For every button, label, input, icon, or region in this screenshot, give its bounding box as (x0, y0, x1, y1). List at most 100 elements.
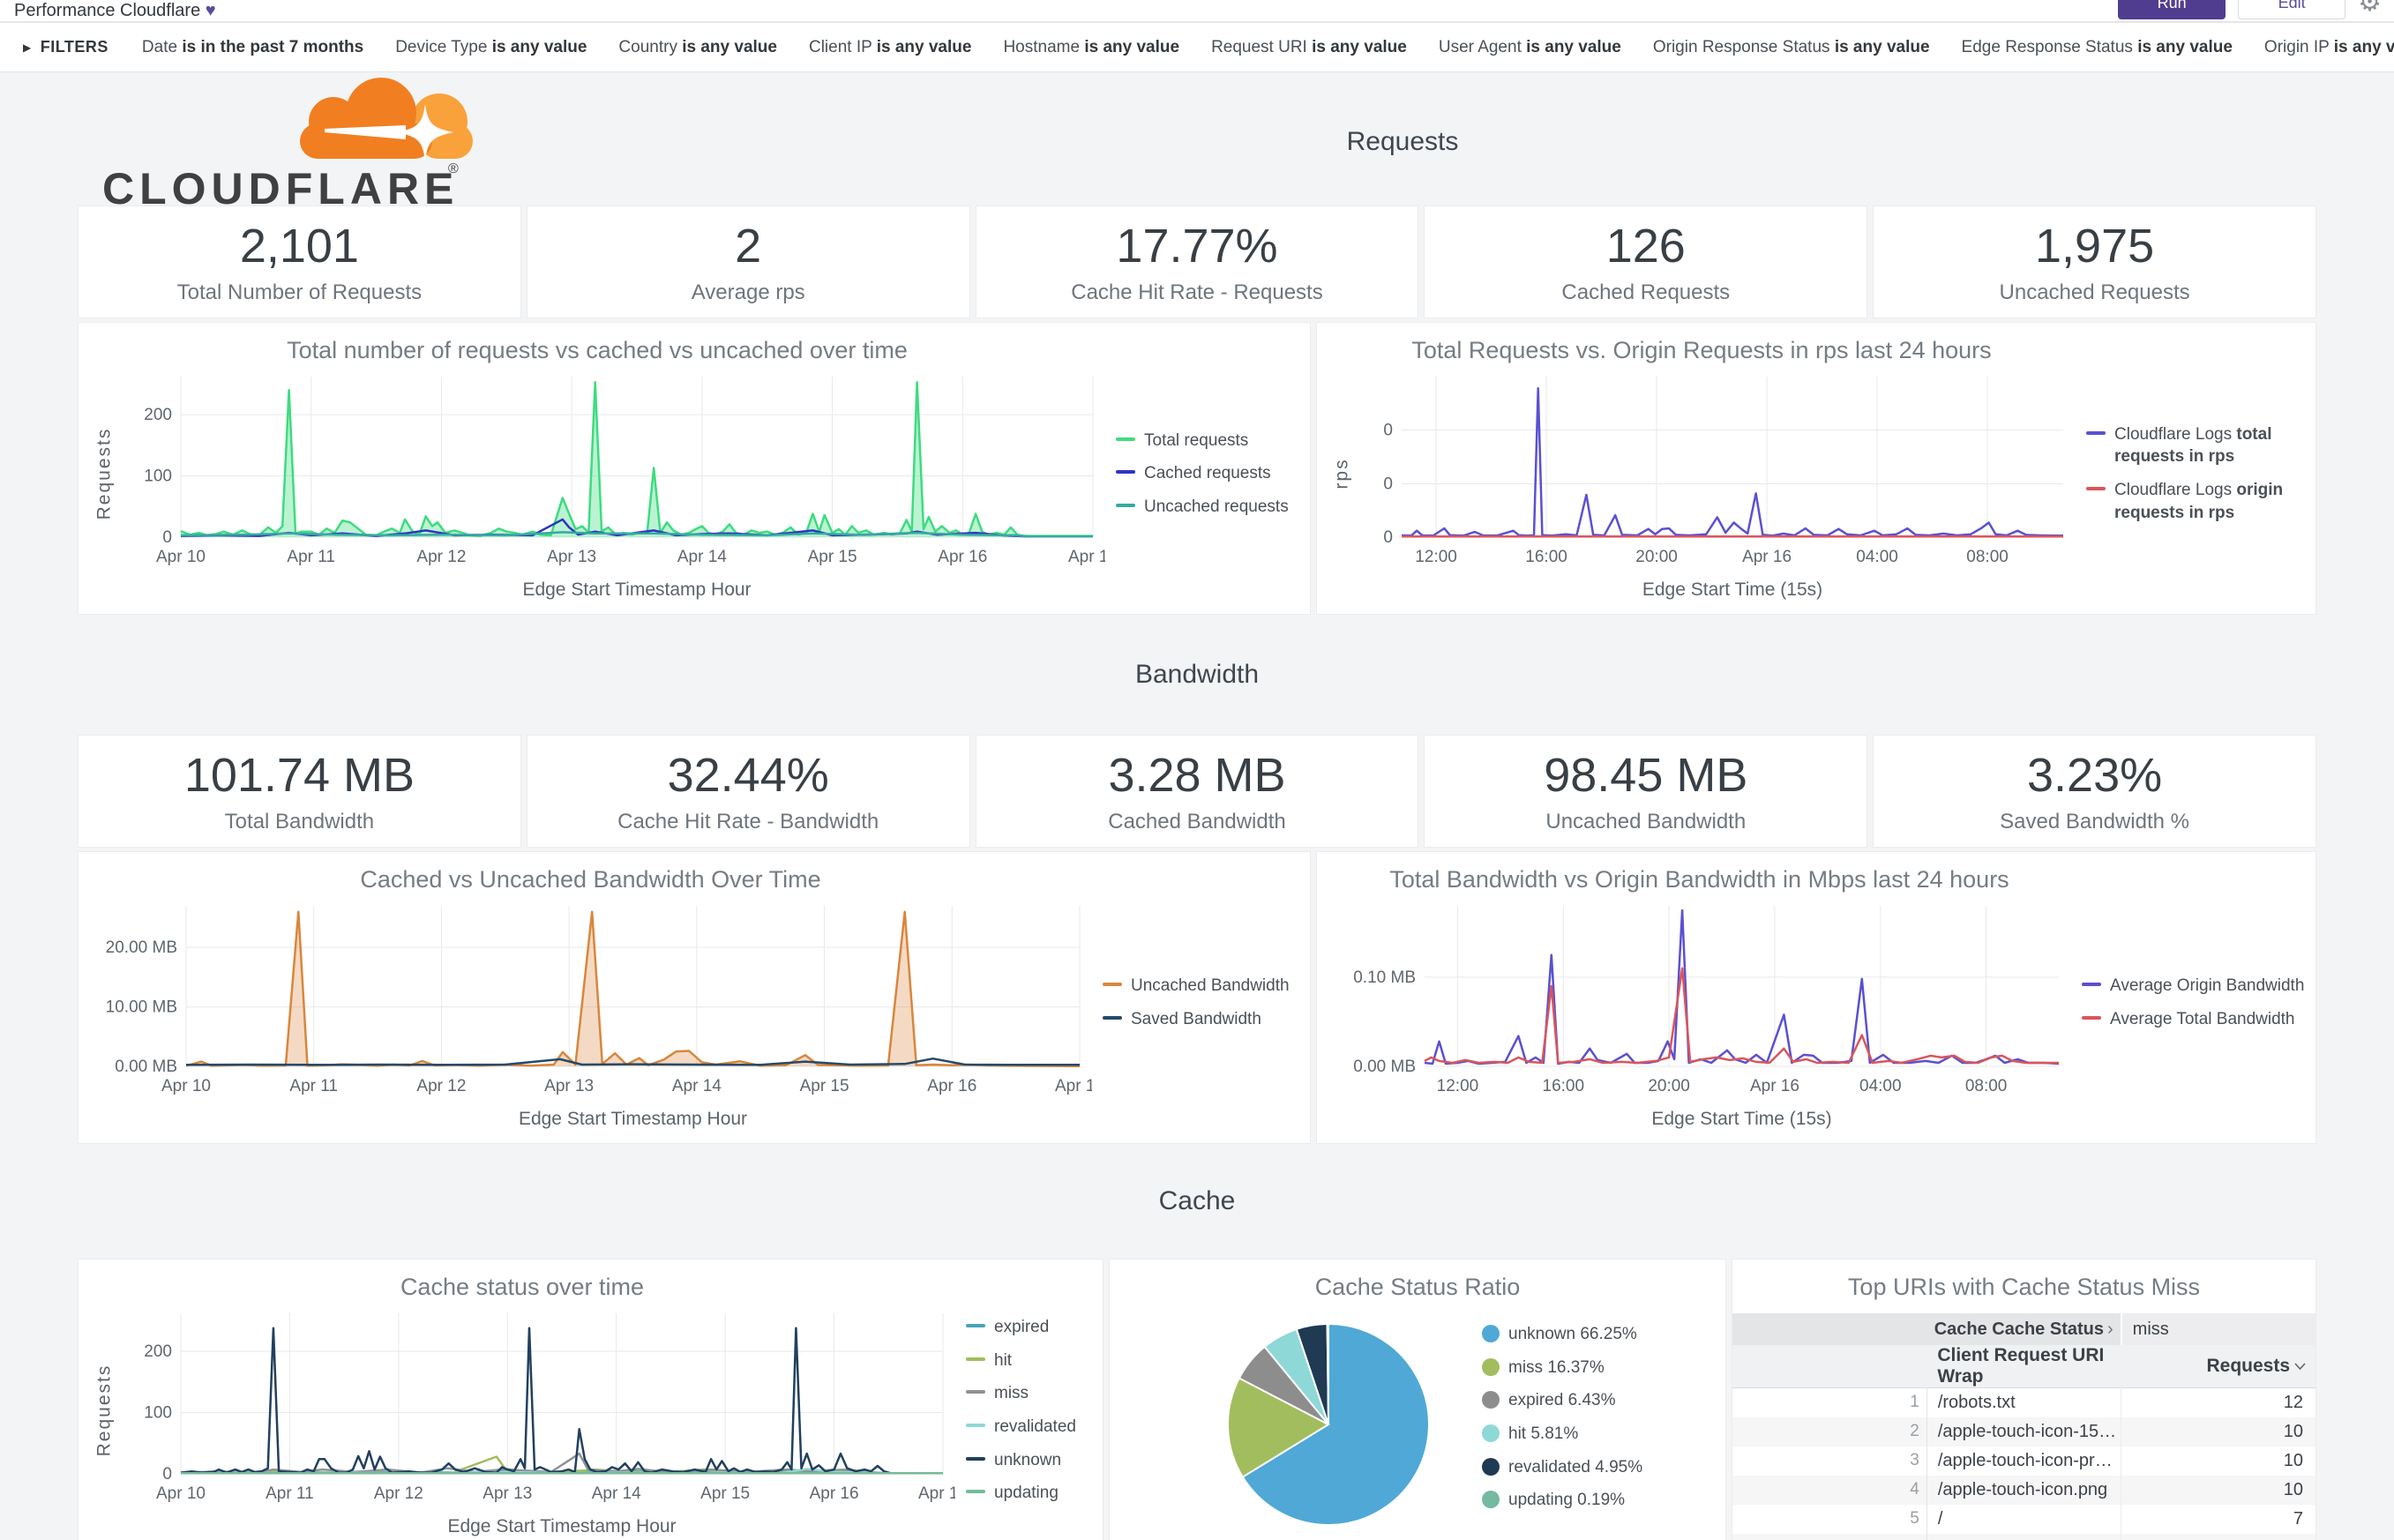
legend-dash-icon (2082, 1016, 2101, 1020)
svg-text:0.10 MB: 0.10 MB (1353, 968, 1416, 987)
legend-item-uncached-bandwidth[interactable]: Uncached Bandwidth (1103, 975, 1299, 998)
legend-item-saved-bandwidth[interactable]: Saved Bandwidth (1103, 1008, 1299, 1031)
legend-label: hit (994, 1350, 1013, 1370)
legend-item-average-origin-bandwidth[interactable]: Average Origin Bandwidth (2082, 975, 2305, 998)
legend-label: Average Total Bandwidth (2110, 1010, 2295, 1028)
svg-text:08:00: 08:00 (1966, 548, 2009, 566)
legend-label: Saved Bandwidth (1131, 1010, 1261, 1028)
legend-dash-icon (1103, 983, 1122, 987)
table-requests-column-header[interactable]: Requests (2121, 1345, 2315, 1388)
row-uri[interactable]: /apple-touch-icon-precomposed.png (1937, 1450, 2121, 1470)
chart-bandwidth-24h: Total Bandwidth vs Origin Bandwidth in M… (1316, 851, 2316, 1144)
legend-label: Uncached Bandwidth (1131, 976, 1290, 996)
row-uri[interactable]: / (1937, 1508, 1943, 1529)
legend-item-expired[interactable]: expired 6.43% (1482, 1389, 1671, 1412)
y-axis-label-text: Requests (94, 427, 114, 520)
filter-field-name: Country (618, 37, 683, 56)
filter-hostname[interactable]: Hostname is any value (1003, 38, 1179, 57)
kpi-label: Cached Requests (1561, 280, 1731, 304)
kpi-value: 3.28 MB (1108, 749, 1286, 802)
legend-item-revalidated[interactable]: revalidated (966, 1416, 1092, 1439)
filter-date[interactable]: Date is in the past 7 months (142, 38, 363, 57)
legend-item-miss[interactable]: miss (966, 1382, 1092, 1405)
y-axis-label: Requests (89, 428, 119, 520)
row-index: 2 (1732, 1417, 1927, 1447)
legend-item-hit[interactable]: hit 5.81% (1482, 1423, 1671, 1446)
kpi-label: Total Bandwidth (224, 810, 375, 834)
kpi-value: 101.74 MB (183, 749, 415, 802)
svg-text:12:00: 12:00 (1437, 1077, 1479, 1095)
disclosure-triangle-icon: ▶ (23, 41, 32, 54)
svg-text:08:00: 08:00 (1965, 1077, 2008, 1095)
svg-text:Apr 16: Apr 16 (1750, 1077, 1799, 1095)
legend-item-hit[interactable]: hit (966, 1349, 1092, 1372)
row-uri[interactable]: /apple-touch-icon-152x152.png (1937, 1421, 2121, 1441)
legend-item-expired[interactable]: expired (966, 1316, 1092, 1339)
filter-country[interactable]: Country is any value (618, 38, 777, 57)
legend-item-total-requests[interactable]: Total requests (1116, 430, 1299, 452)
legend-label: miss (994, 1384, 1029, 1403)
filter-device-type[interactable]: Device Type is any value (395, 38, 587, 57)
legend-item-cached-requests[interactable]: Cached requests (1116, 462, 1299, 485)
legend-label: updating 0.19% (1508, 1491, 1626, 1510)
legend-item-uncached-requests[interactable]: Uncached requests (1116, 496, 1299, 519)
row-uri[interactable]: /robots.txt (1937, 1392, 2016, 1412)
legend-label: expired (994, 1318, 1050, 1337)
run-button[interactable]: Run (2118, 0, 2226, 19)
filter-edge-response-status[interactable]: Edge Response Status is any value (1962, 38, 2233, 57)
row-uri[interactable]: /index.php/contact/ (1926, 1534, 2121, 1540)
legend-label: unknown 66.25% (1508, 1325, 1637, 1344)
pie-slice-unknown[interactable] (1241, 1322, 1430, 1526)
filter-field-name: Edge Response Status (1961, 37, 2138, 56)
legend-item-unknown[interactable]: unknown 66.25% (1482, 1323, 1671, 1346)
pie-slice-miss[interactable] (1227, 1377, 1331, 1478)
sort-desc-icon (2294, 1363, 2306, 1371)
legend-item-unknown[interactable]: unknown (966, 1449, 1092, 1472)
svg-text:Apr 17: Apr 17 (1068, 548, 1105, 566)
svg-text:Apr 10: Apr 10 (161, 1077, 211, 1095)
kpi-label: Uncached Requests (1999, 280, 2190, 304)
legend-dash-icon (2086, 487, 2106, 490)
legend-item-miss[interactable]: miss 16.37% (1482, 1357, 1671, 1379)
chart-requests-rps-24h: Total Requests vs. Origin Requests in rp… (1316, 322, 2316, 615)
kpi-tile-cache-hit-rate-requests: 17.77% Cache Hit Rate - Requests (975, 206, 1419, 318)
gear-icon[interactable]: ⚙ (2358, 0, 2382, 18)
edit-button[interactable]: Edit (2238, 0, 2346, 19)
filter-origin-response-status[interactable]: Origin Response Status is any value (1653, 38, 1930, 57)
kpi-value: 2 (735, 220, 762, 273)
dashboard-content: CLOUDFLARE ® Requests 2,101 Total Number … (0, 72, 2394, 1540)
filter-condition: is any value (1834, 37, 1930, 56)
filter-condition: is any value (1526, 37, 1621, 56)
filter-condition: is any value (682, 37, 777, 56)
chart-body: Requests Apr 10 Apr 11 Apr 12 Apr 13 Apr 14 Ap… (89, 370, 1299, 578)
filter-request-uri[interactable]: Request URI is any value (1211, 38, 1407, 57)
filter-user-agent[interactable]: User Agent is any value (1439, 38, 1621, 57)
legend-item-cloudflare-logs-total-requests-in-rps[interactable]: Cloudflare Logs total requests in rps (2086, 423, 2305, 468)
legend-item-revalidated[interactable]: revalidated 4.95% (1482, 1456, 1671, 1479)
legend-dash-icon (966, 1357, 985, 1361)
section-title-bandwidth: Bandwidth (1134, 660, 1260, 689)
kpi-label: Cached Bandwidth (1108, 810, 1286, 834)
filter-bar: ▶ FILTERS Date is in the past 7 months De… (0, 23, 2394, 72)
row-uri[interactable]: /apple-touch-icon.png (1937, 1479, 2108, 1499)
legend-item-updating[interactable]: updating 0.19% (1482, 1489, 1671, 1512)
legend-label: revalidated (994, 1417, 1076, 1436)
svg-text:Apr 13: Apr 13 (544, 1077, 594, 1095)
filter-origin-ip[interactable]: Origin IP is any value (2264, 38, 2394, 57)
filter-field-name: Origin Response Status (1652, 37, 1835, 56)
row-requests: 10 (2121, 1417, 2315, 1447)
kpi-label: Cache Hit Rate - Requests (1071, 280, 1323, 304)
kpi-value: 3.23% (2027, 749, 2163, 802)
kpi-value: 1,975 (2035, 220, 2155, 273)
table-title: Top URIs with Cache Status Miss (1847, 1274, 2201, 1300)
table-group-header[interactable]: Cache Cache Status › (1934, 1319, 2113, 1339)
legend-item-updating[interactable]: updating (966, 1482, 1092, 1505)
kpi-label: Uncached Bandwidth (1545, 810, 1747, 834)
filters-toggle[interactable]: ▶ FILTERS (23, 38, 108, 56)
legend-item-average-total-bandwidth[interactable]: Average Total Bandwidth (2082, 1008, 2305, 1031)
legend-item-cloudflare-logs-origin-requests-in-rps[interactable]: Cloudflare Logs origin requests in rps (2086, 479, 2305, 524)
table-uri-column-header[interactable]: Client Request URI Wrap (1937, 1345, 2105, 1387)
svg-text:Apr 16: Apr 16 (927, 1077, 976, 1095)
filter-client-ip[interactable]: Client IP is any value (809, 38, 971, 57)
bandwidth-charts-row: Cached vs Uncached Bandwidth Over Time Ap… (78, 851, 2316, 1144)
